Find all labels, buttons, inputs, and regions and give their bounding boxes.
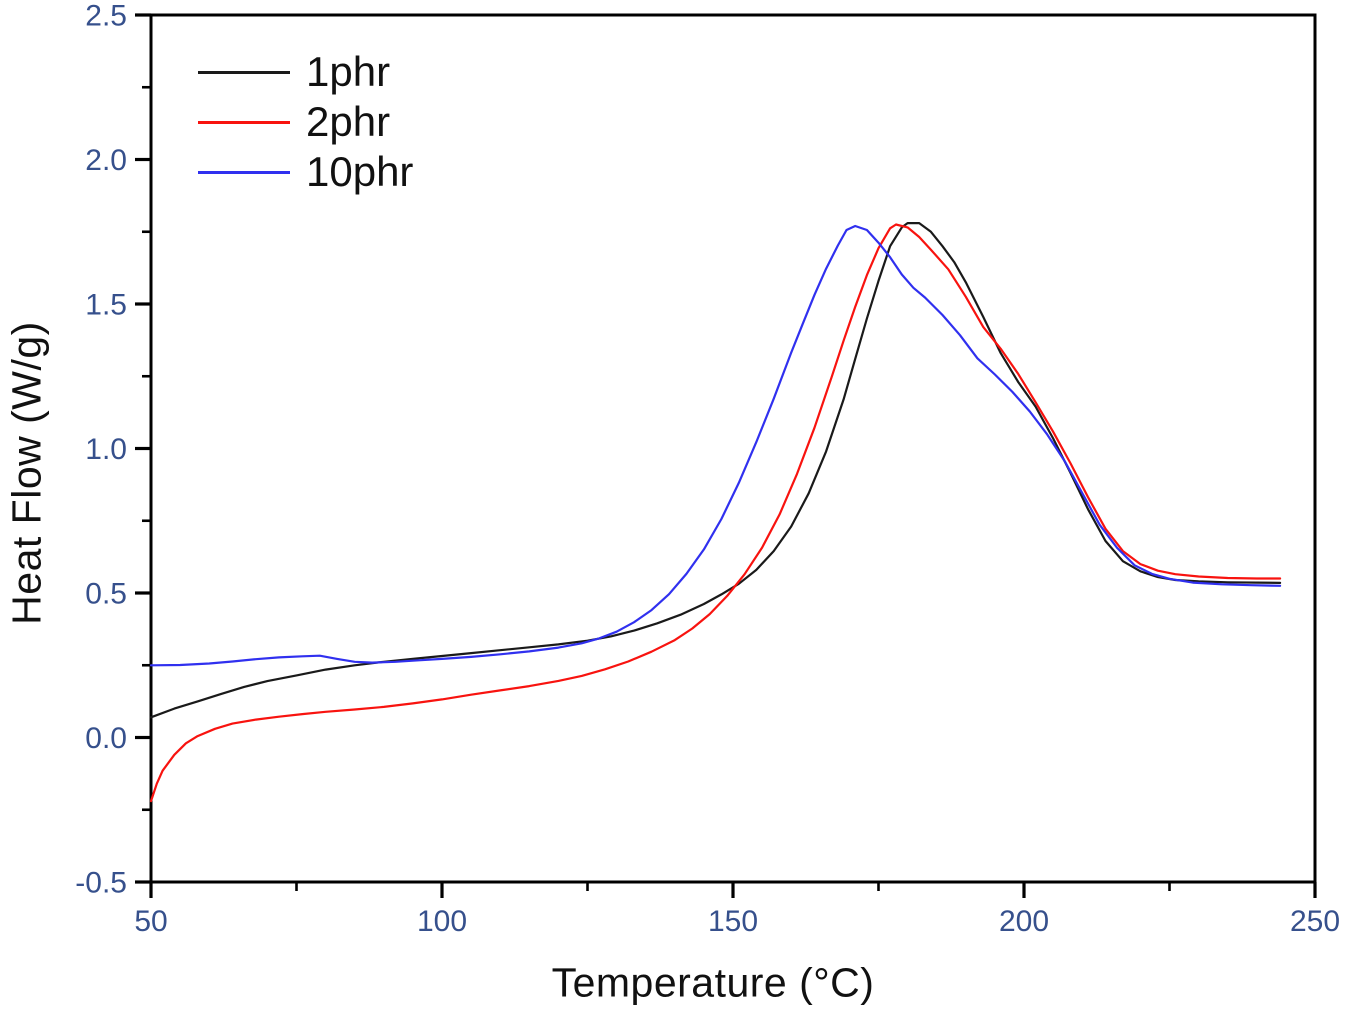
y-tick-label: 2.0 <box>85 144 127 177</box>
legend-item: 1phr <box>198 47 413 97</box>
y-tick-label: 1.0 <box>85 433 127 466</box>
legend-item-label: 1phr <box>306 48 391 95</box>
x-tick-label: 250 <box>1290 905 1340 938</box>
legend-item: 10phr <box>198 147 413 197</box>
series-line-2phr <box>149 223 1282 803</box>
y-tick-label: 1.5 <box>85 289 127 322</box>
x-tick-label: 50 <box>134 905 167 938</box>
y-axis-title: Heat Flow (W/g) <box>3 321 50 625</box>
legend-line-swatch <box>198 70 290 74</box>
legend-line-swatch <box>198 120 290 124</box>
x-tick-label: 200 <box>999 905 1049 938</box>
x-tick-label: 100 <box>417 905 467 938</box>
y-tick-label: 2.5 <box>85 0 127 33</box>
chart-legend: 1phr 2phr 10phr <box>198 47 413 197</box>
y-tick-label: -0.5 <box>75 867 127 900</box>
legend-item: 2phr <box>198 97 413 147</box>
y-tick-label: 0.5 <box>85 578 127 611</box>
x-axis-title: Temperature (°C) <box>551 959 875 1006</box>
y-tick-label: 0.0 <box>85 722 127 755</box>
legend-item-label: 10phr <box>306 148 414 195</box>
legend-line-swatch <box>198 170 290 174</box>
x-tick-label: 150 <box>708 905 758 938</box>
series-line-10phr <box>149 224 1282 667</box>
legend-item-label: 2phr <box>306 98 391 145</box>
series-line-1phr <box>149 222 1282 719</box>
